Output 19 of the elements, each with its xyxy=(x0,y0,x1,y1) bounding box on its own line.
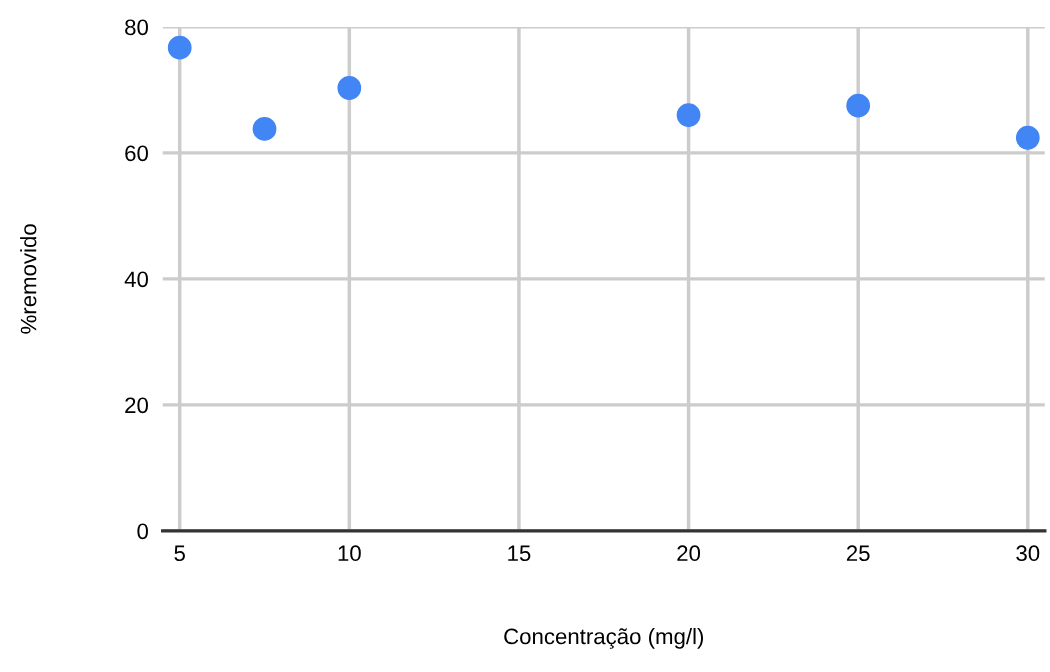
y-axis-title: %removido xyxy=(20,224,37,334)
y-tick-label: 60 xyxy=(125,145,148,162)
x-tick-label: 15 xyxy=(508,545,531,562)
x-axis-title: Concentração (mg/l) xyxy=(504,627,704,649)
x-tick-label: 10 xyxy=(338,545,361,562)
point xyxy=(167,35,192,60)
x-tick-label: 5 xyxy=(174,545,185,562)
y-tick-label: 0 xyxy=(137,523,148,540)
x-tick-label: 20 xyxy=(677,545,701,562)
point xyxy=(252,117,277,141)
x-tick-label: 30 xyxy=(1016,545,1040,562)
y-tick-label: 40 xyxy=(124,271,148,288)
y-tick-label: 20 xyxy=(125,397,148,414)
point xyxy=(337,76,362,100)
point xyxy=(1015,125,1040,150)
x-tick-label: 25 xyxy=(846,545,870,562)
y-tick-label: 80 xyxy=(125,19,148,36)
point xyxy=(846,93,871,118)
point xyxy=(676,103,701,127)
